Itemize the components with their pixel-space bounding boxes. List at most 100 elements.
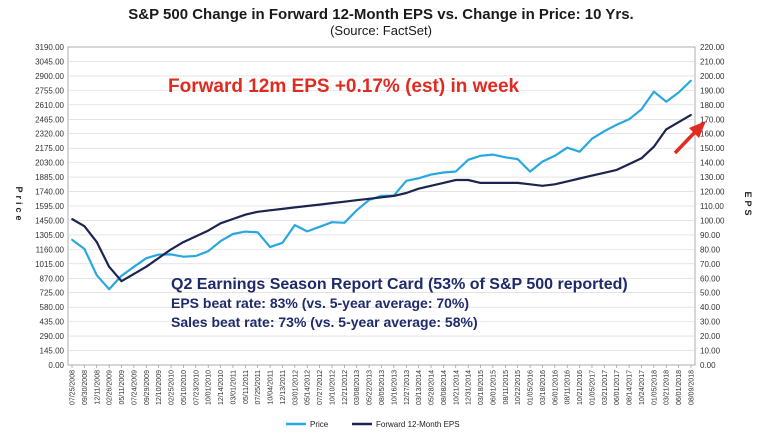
x-tick-label: 03/01/2012 [292,370,299,405]
y-left-tick-label: 0.00 [48,361,64,370]
y-right-tick-label: 70.00 [700,260,721,269]
eps-point [454,179,457,181]
eps-point [640,157,643,160]
y-left-tick-label: 290.00 [40,332,65,341]
report-card-title: Q2 Earnings Season Report Card (53% of S… [171,276,628,293]
eps-point [355,199,358,202]
eps-point [665,128,668,131]
eps-point [430,184,432,187]
x-tick-label: 08/14/2017 [627,370,634,405]
eps-series [71,113,692,283]
y-left-tick-label: 1305.00 [35,231,64,240]
x-tick-label: 12/11/2008 [94,370,101,405]
x-tick-label: 05/11/2009 [119,370,126,405]
price-point [467,158,470,161]
eps-point [306,205,309,207]
price-point [430,173,432,176]
price-point [95,274,98,277]
eps-point [529,183,531,186]
x-tick-label: 10/22/2015 [515,370,522,405]
report-card: Q2 Earnings Season Report Card (53% of S… [171,276,628,330]
x-tick-label: 03/13/2014 [416,370,423,405]
price-point [690,79,692,82]
price-point [170,253,172,256]
x-tick-label: 03/01/2011 [230,370,237,405]
eps-point [157,257,160,259]
price-point [516,158,519,161]
price-point [529,170,531,173]
price-point [343,221,346,224]
trend-arrow-shaft [673,129,698,155]
x-tick-label: 01/05/2017 [589,370,596,405]
price-point [207,250,210,253]
headline-annotation: Forward 12m EPS +0.17% (est) in week [168,76,520,97]
eps-point [281,208,284,210]
price-point [578,150,581,153]
eps-point [71,218,73,220]
x-tick-label: 08/11/2016 [565,370,572,405]
x-axis: 07/25/2008 09/30/2008 12/11/2008 02/26/2009… [70,365,696,405]
eps-point [256,210,259,213]
y-left-tick-label: 1885.00 [35,173,64,182]
y-left-tick-label: 435.00 [40,318,65,327]
x-tick-label: 06/01/2018 [676,370,683,405]
chart-subtitle: (Source: FactSet) [330,23,432,38]
eps-point [170,248,172,251]
y-left-tick-label: 580.00 [40,303,65,312]
x-tick-label: 03/21/2018 [664,370,671,405]
sales-beat-rate: Sales beat rate: 73% (vs. 5-year average… [171,314,478,330]
x-tick-label: 07/23/2010 [193,370,200,405]
eps-point [293,206,296,209]
price-point [293,224,296,227]
eps-point [232,218,234,220]
y-axis-right: 220.00 210.00 200.00 190.00 180.00 170.00 160.… [700,43,725,370]
x-tick-label: 07/25/2008 [70,370,77,405]
price-point [281,241,284,244]
eps-point [194,235,197,238]
price-point [331,221,333,224]
series-layer [71,79,692,291]
legend-price-label: Price [310,420,329,429]
x-tick-label: 12/21/2012 [342,370,349,405]
price-point [405,179,408,182]
price-point [355,209,358,212]
legend: Price Forward 12-Month EPS [286,420,460,429]
x-tick-label: 10/01/2010 [206,370,213,405]
x-tick-label: 02/25/2010 [169,370,176,405]
y-left-tick-label: 145.00 [40,347,65,356]
x-tick-label: 02/26/2009 [107,370,114,405]
y-right-tick-label: 100.00 [700,216,725,225]
price-point [194,255,197,257]
price-point [83,248,86,250]
price-point [442,171,445,174]
eps-point [405,192,408,194]
x-tick-label: 07/24/2009 [131,370,138,405]
y-left-tick-label: 1015.00 [35,260,64,269]
eps-point [269,209,271,212]
price-point [182,255,185,258]
x-tick-label: 08/05/2013 [379,370,386,405]
y-right-tick-label: 150.00 [700,144,725,153]
price-point [615,123,618,126]
eps-point [331,202,333,205]
price-point [219,240,222,243]
eps-point [133,273,135,275]
eps-point [653,145,655,148]
eps-point [108,265,110,268]
eps-point [553,183,556,186]
price-point [677,91,680,94]
price-point [591,137,593,140]
eps-point [591,174,593,177]
x-tick-label: 03/08/2013 [354,370,361,405]
eps-point [566,180,569,183]
y-right-tick-label: 40.00 [700,303,721,312]
x-tick-label: 01/05/2016 [528,370,535,405]
x-tick-label: 05/28/2014 [429,370,436,405]
eps-point [380,196,383,199]
y-left-tick-label: 3045.00 [35,57,64,66]
price-point [256,231,259,234]
price-point [269,246,271,249]
price-point [232,233,234,235]
y-left-tick-label: 2465.00 [35,115,64,124]
y-right-tick-label: 220.00 [700,43,725,52]
